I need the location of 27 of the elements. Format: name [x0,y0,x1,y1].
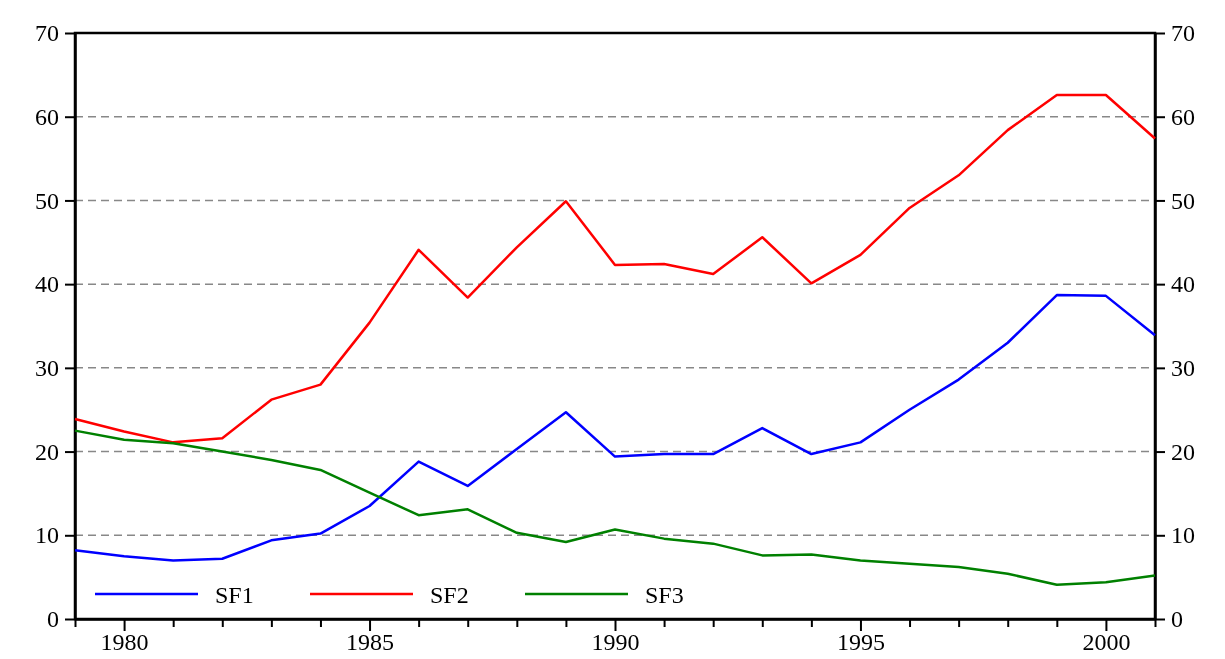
y-tick-label: 60 [35,103,59,130]
y-tick-label: 70 [35,20,59,47]
y2-tick-label: 20 [1171,438,1195,465]
line-series [73,93,1157,444]
y-tick-label: 30 [35,355,59,382]
x-tick-label: 1980 [100,629,149,656]
x-tick-label: 1985 [346,629,395,656]
x-tick-label: 1990 [591,629,640,656]
legend-label: SF3 [645,582,684,608]
y2-tick-label: 40 [1171,271,1195,298]
y2-tick-label: 60 [1171,103,1195,130]
x-tick-label: 2000 [1082,629,1131,656]
y-tick-label: 50 [35,187,59,214]
y2-tick-label: 30 [1171,355,1195,382]
y2-tick-label: 70 [1171,20,1195,47]
y2-tick-label: 0 [1171,606,1183,633]
line-series [73,293,1157,562]
y-tick-label: 0 [47,606,59,633]
y2-tick-label: 10 [1171,522,1195,549]
line-series [73,429,1157,586]
y-tick-label: 20 [35,438,59,465]
x-tick-label: 1995 [836,629,885,656]
legend-label: SF1 [215,582,254,608]
y2-tick-label: 50 [1171,187,1195,214]
y-tick-label: 10 [35,522,59,549]
legend-label: SF2 [430,582,469,608]
y-tick-label: 40 [35,271,59,298]
